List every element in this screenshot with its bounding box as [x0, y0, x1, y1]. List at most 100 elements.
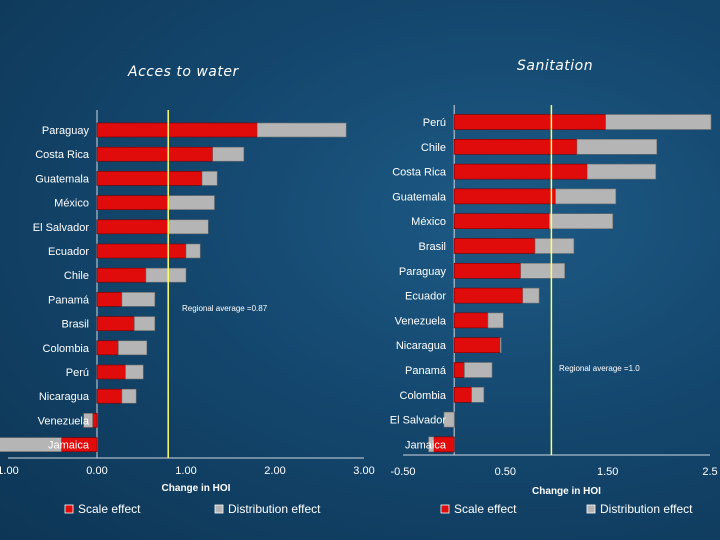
- sanitation-tick-label: 1.50: [597, 466, 618, 478]
- water-bar-distribution-5: [185, 243, 201, 259]
- sanitation-bar-scale-0: [453, 114, 606, 130]
- sanitation-tick-label: 0.50: [495, 466, 516, 478]
- water-bar-distribution-10: [125, 364, 144, 380]
- sanitation-category-label: Guatemala: [392, 191, 447, 203]
- sanitation-tick-label: 2.5: [702, 466, 717, 478]
- sanitation-average-label: Regional average =1.0: [559, 364, 640, 373]
- sanitation-bar-scale-5: [453, 238, 536, 254]
- water-category-label: Venezuela: [38, 415, 90, 427]
- water-category-label: Panamá: [48, 294, 90, 306]
- sanitation-category-label: Venezuela: [395, 315, 447, 327]
- water-bar-distribution-4: [167, 219, 209, 235]
- sanitation-bar-distribution-7: [522, 287, 540, 304]
- sanitation-bar-scale-6: [453, 262, 521, 279]
- sanitation-bar-distribution-8: [487, 312, 504, 329]
- sanitation-category-label: Chile: [421, 142, 446, 154]
- sanitation-bar-distribution-3: [555, 188, 617, 205]
- water-bar-distribution-8: [134, 316, 156, 331]
- water-bar-scale-6: [96, 267, 147, 283]
- sanitation-bar-scale-10: [453, 362, 465, 378]
- water-tick-label: 1.00: [175, 465, 196, 477]
- sanitation-bar-scale-8: [453, 312, 489, 329]
- sanitation-bar-distribution-2: [586, 163, 657, 180]
- sanitation-bar-scale-7: [453, 287, 524, 304]
- sanitation-bar-distribution-5: [534, 238, 575, 254]
- chart-title-sanitation: Sanitation: [517, 58, 594, 74]
- water-bar-distribution-2: [201, 171, 218, 186]
- sanitation-category-label: Perú: [423, 117, 446, 129]
- water-bar-scale-5: [96, 243, 187, 259]
- water-bar-distribution-6: [145, 267, 187, 283]
- water-tick-label: 2.00: [264, 465, 285, 477]
- water-bar-distribution-7: [121, 292, 156, 307]
- water-category-label: El Salvador: [33, 222, 90, 234]
- sanitation-category-label: Panamá: [405, 365, 447, 377]
- water-tick-label: 0.00: [86, 465, 107, 477]
- chart-title-water: Acces to water: [128, 64, 239, 80]
- sanitation-bar-distribution-1: [576, 139, 658, 155]
- water-category-label: México: [54, 198, 89, 210]
- water-category-label: Costa Rica: [35, 149, 90, 161]
- water-bar-scale-3: [96, 195, 169, 210]
- sanitation-bar-scale-11: [453, 386, 472, 403]
- sanitation-bar-scale-9: [453, 337, 501, 354]
- sanitation-category-label: Ecuador: [405, 291, 446, 303]
- sanitation-bar-distribution-9: [499, 337, 502, 354]
- sanitation-category-label: Costa Rica: [392, 167, 447, 179]
- water-category-label: Guatemala: [35, 173, 90, 185]
- water-legend-label-scale: Scale effect: [78, 502, 141, 516]
- sanitation-legend-swatch-scale: [440, 504, 450, 514]
- sanitation-bar-scale-1: [453, 139, 578, 155]
- sanitation-x-axis-label: Change in HOI: [532, 486, 601, 497]
- sanitation-bar-scale-3: [453, 188, 556, 205]
- water-bar-scale-8: [96, 316, 135, 331]
- sanitation-legend-swatch-distribution: [586, 504, 596, 514]
- water-bar-distribution-0: [256, 122, 347, 138]
- sanitation-bar-distribution-12: [443, 411, 455, 428]
- water-bar-scale-1: [96, 146, 213, 162]
- water-legend-swatch-scale: [64, 504, 74, 514]
- sanitation-bar-scale-2: [453, 163, 588, 180]
- water-bar-distribution-11: [121, 388, 137, 404]
- sanitation-category-label: Paraguay: [399, 266, 447, 278]
- water-category-label: Ecuador: [48, 246, 89, 258]
- water-category-label: Colombia: [43, 343, 90, 355]
- sanitation-bar-scale-4: [453, 213, 550, 229]
- water-legend-swatch-distribution: [214, 504, 224, 514]
- water-category-label: Brasil: [61, 319, 89, 331]
- water-bar-distribution-13: [0, 437, 62, 452]
- water-x-axis-label: Change in HOI: [162, 483, 231, 494]
- water-category-label: Chile: [64, 270, 89, 282]
- sanitation-category-label: El Salvador: [390, 415, 447, 427]
- water-tick-label: 3.00: [353, 465, 374, 477]
- sanitation-category-label: Brasil: [418, 241, 446, 253]
- sanitation-bar-distribution-0: [605, 114, 712, 130]
- water-bar-scale-4: [96, 219, 169, 235]
- water-legend-label-distribution: Distribution effect: [228, 502, 321, 516]
- water-average-label: Regional average =0.87: [182, 304, 268, 313]
- water-bar-scale-9: [96, 340, 119, 356]
- water-bar-distribution-1: [212, 146, 245, 162]
- water-bar-scale-2: [96, 171, 203, 186]
- sanitation-category-label: Nicaragua: [396, 340, 447, 352]
- sanitation-bar-distribution-6: [520, 262, 565, 279]
- sanitation-bar-distribution-13: [428, 436, 435, 453]
- sanitation-legend-label-scale: Scale effect: [454, 502, 517, 516]
- water-bar-scale-10: [96, 364, 126, 380]
- water-bar-distribution-12: [83, 413, 93, 428]
- water-category-label: Jamaica: [48, 440, 90, 452]
- sanitation-bar-distribution-10: [464, 362, 493, 378]
- sanitation-bar-distribution-11: [471, 386, 485, 403]
- sanitation-category-label: Colombia: [400, 390, 447, 402]
- water-bar-scale-7: [96, 292, 123, 307]
- water-category-label: Paraguay: [42, 125, 90, 137]
- water-bar-distribution-9: [118, 340, 148, 356]
- water-bar-scale-0: [96, 122, 258, 138]
- sanitation-category-label: México: [411, 216, 446, 228]
- sanitation-legend-label-distribution: Distribution effect: [600, 502, 693, 516]
- sanitation-category-label: Jamaica: [405, 439, 447, 451]
- water-tick-label: 1.00: [0, 465, 19, 477]
- sanitation-tick-label: -0.50: [390, 466, 415, 478]
- water-category-label: Perú: [66, 367, 89, 379]
